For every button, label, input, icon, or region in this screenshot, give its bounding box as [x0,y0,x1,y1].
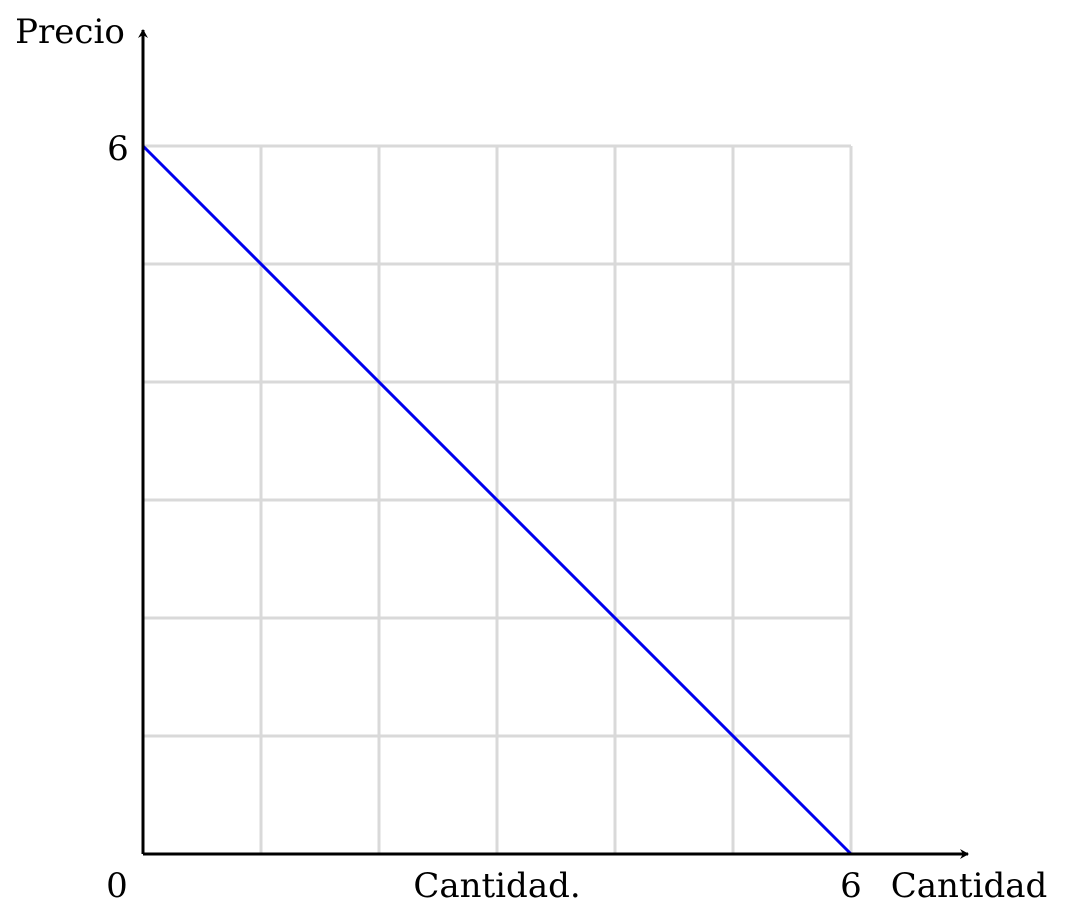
x-axis-caption: Cantidad. [413,866,580,906]
demand-line-series-1 [141,144,853,856]
y-tick-label: 6 [107,129,129,169]
x-axis-label: Cantidad [891,866,1048,906]
series-group [141,144,853,856]
y-axis-label: Precio [15,12,125,52]
x-tick-label: 6 [840,866,862,906]
origin-label: 0 [106,866,128,906]
